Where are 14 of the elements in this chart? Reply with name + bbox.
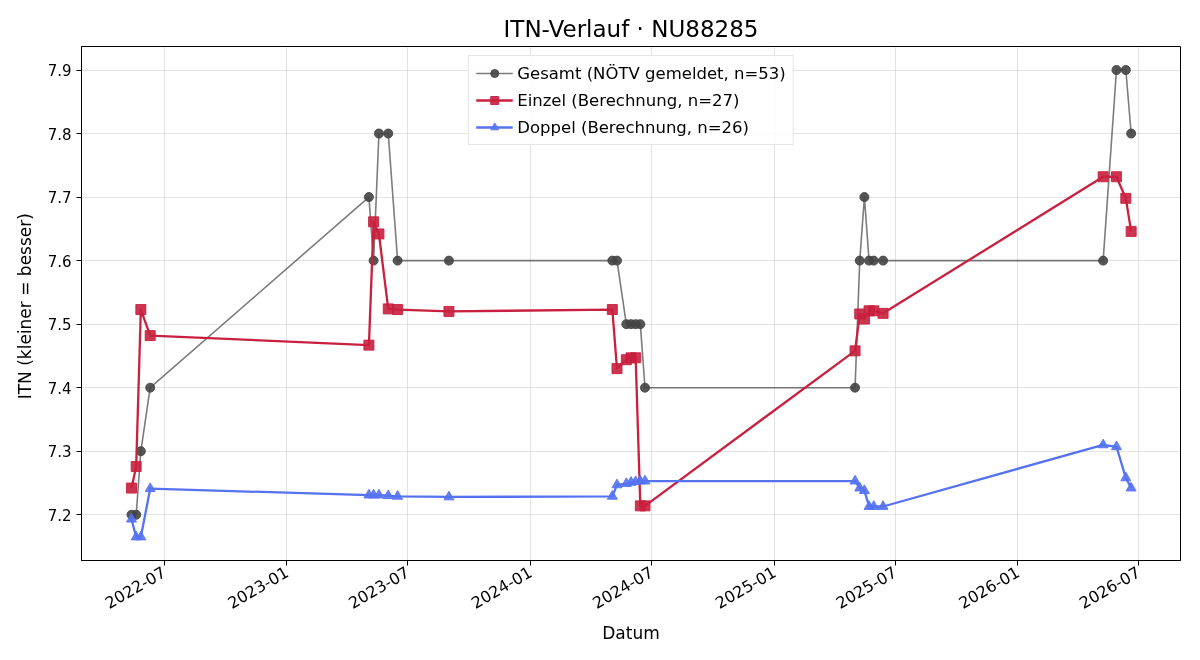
y-tick-label: 7.7 xyxy=(47,189,72,208)
y-tick-label: 7.5 xyxy=(47,316,72,335)
chart-title: ITN-Verlauf · NU88285 xyxy=(503,15,759,42)
y-tick-label: 7.8 xyxy=(47,125,72,144)
y-tick-label: 7.4 xyxy=(47,379,72,398)
y-tick-label: 7.3 xyxy=(47,443,72,462)
y-tick-label: 7.9 xyxy=(47,62,72,81)
legend-label: Einzel (Berechnung, n=27) xyxy=(517,90,740,110)
y-tick-label: 7.6 xyxy=(47,252,72,271)
y-tick-label: 7.2 xyxy=(47,506,72,525)
legend-label: Doppel (Berechnung, n=26) xyxy=(517,117,750,137)
y-axis-title: ITN (kleiner = besser) xyxy=(14,213,35,400)
x-axis-title: Datum xyxy=(602,623,660,644)
legend-label: Gesamt (NÖTV gemeldet, n=53) xyxy=(517,63,786,83)
